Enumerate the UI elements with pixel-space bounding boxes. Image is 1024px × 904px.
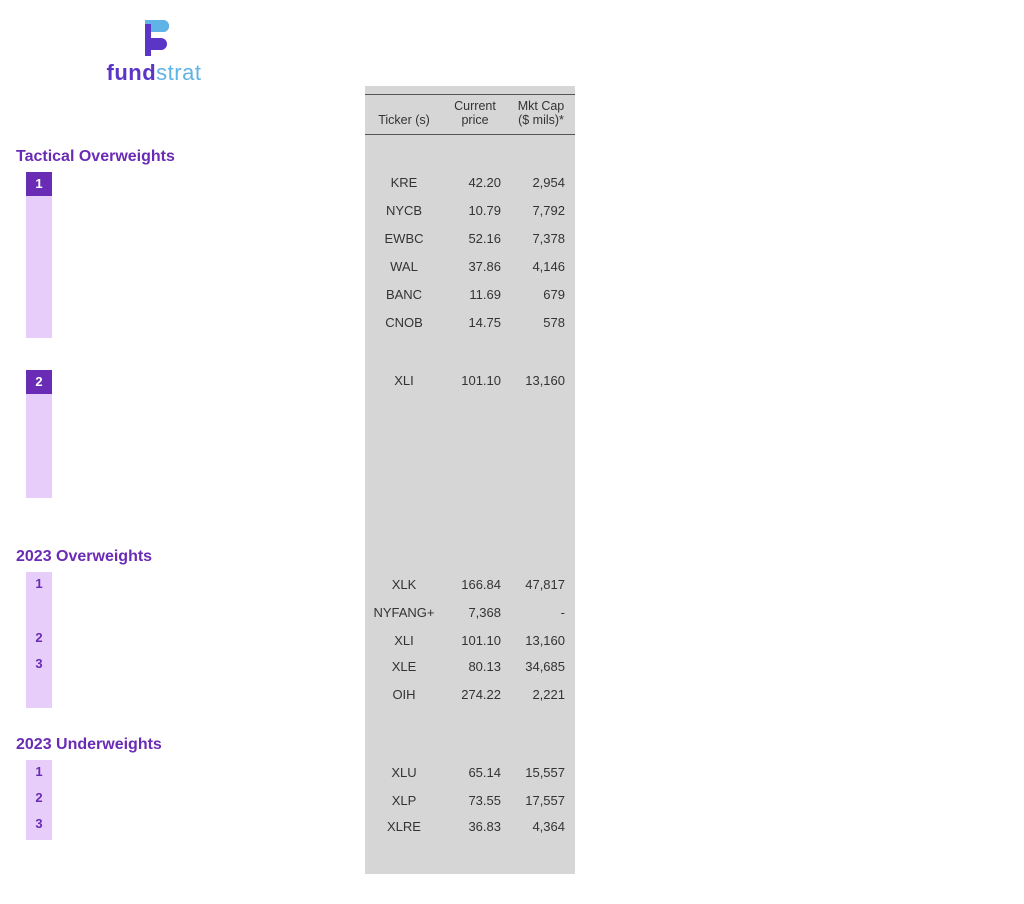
- col-header-price: Current price: [443, 99, 507, 128]
- cell-mktcap: 34,685: [507, 659, 575, 674]
- cell-ticker: BANC: [365, 287, 443, 302]
- cell-price: 80.13: [443, 659, 507, 674]
- col-header-ticker: Ticker (s): [365, 99, 443, 128]
- cell-ticker: EWBC: [365, 231, 443, 246]
- cell-price: 65.14: [443, 765, 507, 780]
- tactical-group1-bar: [26, 196, 52, 338]
- cell-mktcap: 15,557: [507, 765, 575, 780]
- col-header-mktcap-l1: Mkt Cap: [507, 99, 575, 113]
- col-header-mktcap: Mkt Cap ($ mils)*: [507, 99, 575, 128]
- table-row: WAL 37.86 4,146: [365, 252, 575, 280]
- cell-ticker: XLP: [365, 793, 443, 808]
- cell-price: 11.69: [443, 287, 507, 302]
- cell-price: 274.22: [443, 687, 507, 702]
- cell-mktcap: 4,146: [507, 259, 575, 274]
- under2023-num3: 3: [26, 812, 52, 836]
- section-title-tactical: Tactical Overweights: [16, 148, 175, 166]
- over2023-num2: 2: [26, 626, 52, 650]
- cell-mktcap: 7,378: [507, 231, 575, 246]
- brand-logo: fundstrat: [94, 14, 214, 86]
- table-row: NYCB 10.79 7,792: [365, 196, 575, 224]
- cell-ticker: XLU: [365, 765, 443, 780]
- table-row: XLI 101.10 13,160: [365, 626, 575, 654]
- over2023-num3: 3: [26, 652, 52, 676]
- cell-mktcap: 13,160: [507, 373, 575, 388]
- table-row: CNOB 14.75 578: [365, 308, 575, 336]
- table-row: OIH 274.22 2,221: [365, 680, 575, 708]
- cell-ticker: XLRE: [365, 819, 443, 834]
- over2023-num1: 1: [26, 572, 52, 596]
- tactical-group2-num: 2: [26, 370, 52, 394]
- cell-mktcap: 578: [507, 315, 575, 330]
- cell-mktcap: 17,557: [507, 793, 575, 808]
- cell-ticker: XLK: [365, 577, 443, 592]
- cell-ticker: XLE: [365, 659, 443, 674]
- cell-price: 42.20: [443, 175, 507, 190]
- cell-price: 101.10: [443, 633, 507, 648]
- logo-icon: [94, 14, 214, 58]
- tactical-group2-bar: [26, 394, 52, 498]
- table-row: XLE 80.13 34,685: [365, 652, 575, 680]
- cell-ticker: KRE: [365, 175, 443, 190]
- cell-ticker: XLI: [365, 373, 443, 388]
- cell-ticker: XLI: [365, 633, 443, 648]
- cell-mktcap: 4,364: [507, 819, 575, 834]
- table-row: XLI 101.10 13,160: [365, 366, 575, 394]
- cell-ticker: NYCB: [365, 203, 443, 218]
- logo-text-fund: fund: [107, 60, 157, 85]
- col-header-ticker-label: Ticker (s): [365, 113, 443, 127]
- cell-mktcap: 2,954: [507, 175, 575, 190]
- col-header-mktcap-l2: ($ mils)*: [507, 113, 575, 127]
- table-row: XLRE 36.83 4,364: [365, 812, 575, 840]
- section-title-under2023: 2023 Underweights: [16, 736, 162, 754]
- cell-price: 36.83: [443, 819, 507, 834]
- section-title-over2023: 2023 Overweights: [16, 548, 152, 566]
- cell-price: 14.75: [443, 315, 507, 330]
- table-row: EWBC 52.16 7,378: [365, 224, 575, 252]
- cell-mktcap: 679: [507, 287, 575, 302]
- table-row: XLK 166.84 47,817: [365, 570, 575, 598]
- table-row: XLU 65.14 15,557: [365, 758, 575, 786]
- col-header-price-l1: Current: [443, 99, 507, 113]
- cell-price: 166.84: [443, 577, 507, 592]
- cell-mktcap: 7,792: [507, 203, 575, 218]
- under2023-num2: 2: [26, 786, 52, 810]
- cell-price: 101.10: [443, 373, 507, 388]
- table-row: KRE 42.20 2,954: [365, 168, 575, 196]
- col-header-price-l2: price: [443, 113, 507, 127]
- table-row: XLP 73.55 17,557: [365, 786, 575, 814]
- cell-ticker: NYFANG+: [365, 605, 443, 620]
- table-header: Ticker (s) Current price Mkt Cap ($ mils…: [365, 94, 575, 135]
- cell-mktcap: 2,221: [507, 687, 575, 702]
- logo-text: fundstrat: [94, 60, 214, 86]
- cell-price: 10.79: [443, 203, 507, 218]
- logo-text-strat: strat: [156, 60, 201, 85]
- cell-price: 37.86: [443, 259, 507, 274]
- table-row: NYFANG+ 7,368 -: [365, 598, 575, 626]
- cell-ticker: CNOB: [365, 315, 443, 330]
- cell-ticker: OIH: [365, 687, 443, 702]
- cell-mktcap: 13,160: [507, 633, 575, 648]
- cell-mktcap: 47,817: [507, 577, 575, 592]
- cell-ticker: WAL: [365, 259, 443, 274]
- cell-price: 73.55: [443, 793, 507, 808]
- tactical-group1-num: 1: [26, 172, 52, 196]
- cell-price: 7,368: [443, 605, 507, 620]
- under2023-num1: 1: [26, 760, 52, 784]
- table-row: BANC 11.69 679: [365, 280, 575, 308]
- cell-price: 52.16: [443, 231, 507, 246]
- cell-mktcap: -: [507, 605, 575, 620]
